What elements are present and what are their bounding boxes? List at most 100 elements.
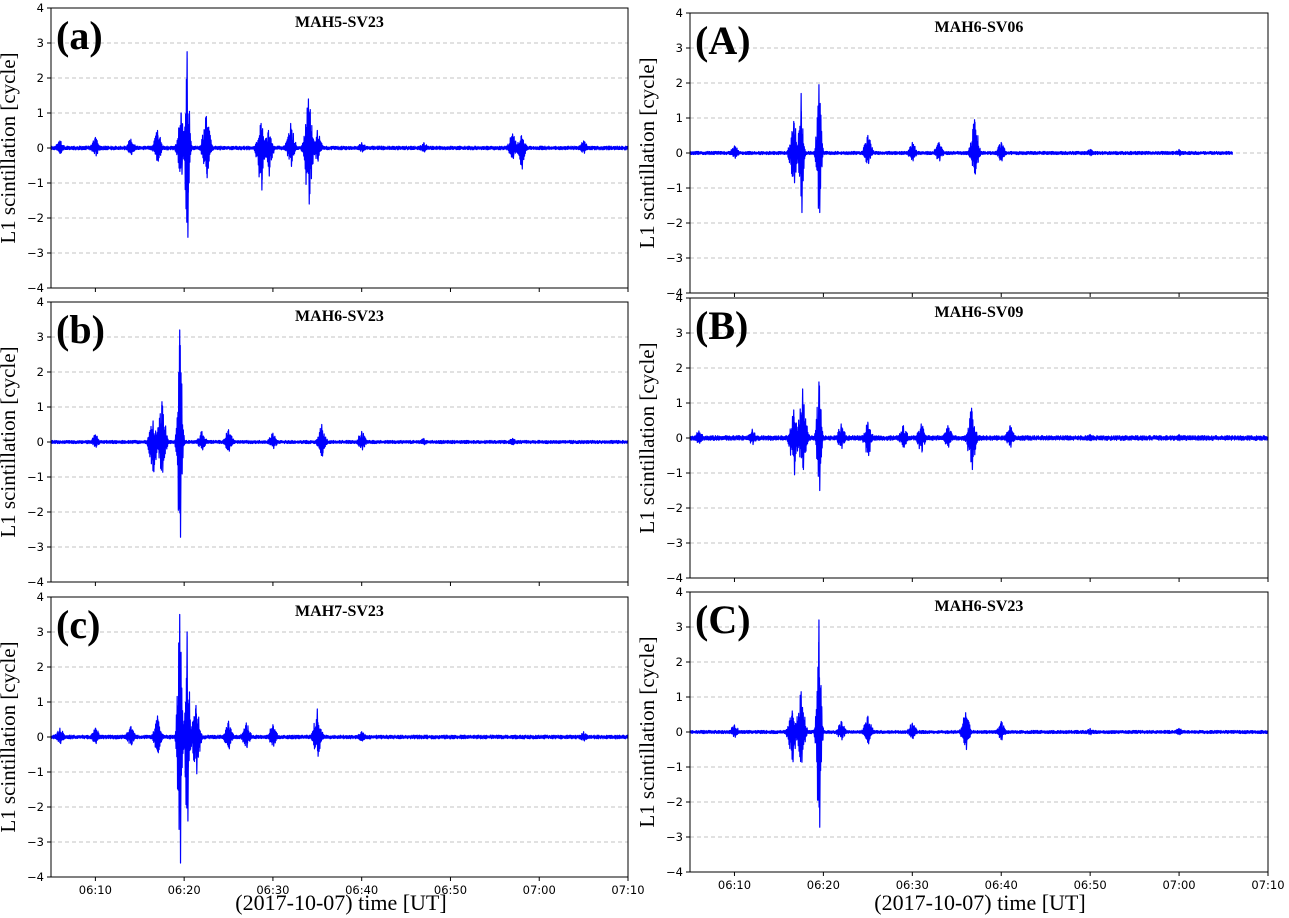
y-tick-label: −3 (27, 540, 44, 554)
y-tick-label: 1 (37, 400, 44, 414)
y-tick-label: 0 (37, 435, 44, 449)
y-tick-label: 0 (676, 431, 683, 445)
y-tick-label: −3 (27, 835, 44, 849)
y-tick-label: 3 (37, 36, 44, 50)
y-tick-label: 3 (37, 625, 44, 639)
y-tick-label: 0 (676, 725, 683, 739)
x-tick-label: 06:40 (985, 878, 1018, 892)
y-tick-label: −2 (27, 211, 44, 225)
plot-frame (50, 7, 629, 289)
panel-title: MAH5-SV23 (295, 14, 384, 31)
y-tick-label: −4 (27, 281, 44, 295)
panel-mah6-sv09-4: 4 3 2 1 0 −1 −2 −3 −4 (B) MAH6-SV09 L1 scintillatio… (635, 291, 1269, 585)
panel-letter: (C) (695, 597, 751, 642)
y-tick-label: −4 (27, 870, 44, 884)
panel-letter: (A) (695, 18, 751, 63)
y-tick-label: 4 (676, 585, 683, 599)
y-tick-label: −3 (666, 536, 683, 550)
y-axis-label: L1 scintillation [cycle] (635, 57, 659, 248)
y-tick-label: 4 (37, 590, 44, 604)
y-tick-label: 2 (676, 76, 683, 90)
x-tick-label: 07:10 (1251, 878, 1284, 892)
y-tick-label: 1 (676, 111, 683, 125)
y-tick-label: −2 (666, 216, 683, 230)
y-tick-label: 1 (676, 396, 683, 410)
plot-frame (50, 301, 629, 583)
plot-frame (689, 12, 1269, 294)
y-tick-label: −4 (666, 865, 683, 879)
x-tick-label: 06:20 (807, 878, 840, 892)
y-tick-label: 1 (37, 106, 44, 120)
series-line (689, 381, 1269, 492)
panel-letter: (b) (56, 307, 105, 352)
y-tick-label: 0 (37, 141, 44, 155)
y-axis-label: L1 scintillation [cycle] (0, 641, 20, 832)
x-tick-label: 06:20 (168, 883, 201, 897)
series-line (50, 51, 629, 238)
y-tick-label: 2 (37, 71, 44, 85)
y-tick-label: −4 (666, 571, 683, 585)
y-tick-label: −2 (27, 800, 44, 814)
y-tick-label: 0 (676, 146, 683, 160)
panel-mah6-sv23-1: 4 3 2 1 0 −1 −2 −3 −4 (b) MAH6-SV23 L1 scintillatio… (0, 295, 629, 589)
y-tick-label: −3 (666, 830, 683, 844)
panel-mah5-sv23-0: 4 3 2 1 0 −1 −2 −3 −4 (a) MAH5-SV23 L1 scintillatio… (0, 1, 629, 295)
panels-group: 4 3 2 1 0 −1 −2 −3 −4 (a) MAH5-SV23 L1 scintillatio… (0, 1, 1285, 897)
panel-letter: (B) (695, 303, 748, 348)
plot-frame (689, 591, 1269, 873)
panel-title: MAH6-SV23 (935, 598, 1024, 615)
x-tick-label: 06:40 (345, 883, 378, 897)
x-tick-label: 06:50 (1074, 878, 1107, 892)
series-line (50, 329, 629, 538)
plot-frame (689, 297, 1269, 579)
panel-letter: (a) (56, 13, 103, 58)
y-tick-label: −4 (27, 575, 44, 589)
y-tick-label: 0 (37, 730, 44, 744)
y-tick-label: 1 (37, 695, 44, 709)
x-tick-label: 06:50 (434, 883, 467, 897)
x-tick-label: 06:10 (79, 883, 112, 897)
y-tick-label: 3 (676, 41, 683, 55)
series-line (689, 84, 1234, 214)
x-axis-label-left: (2017-10-07) time [UT] (235, 890, 446, 915)
x-tick-label: 06:30 (896, 878, 929, 892)
y-axis-label: L1 scintillation [cycle] (0, 52, 20, 243)
y-tick-label: −1 (27, 470, 44, 484)
plot-frame (50, 596, 629, 878)
y-tick-label: 3 (676, 620, 683, 634)
y-tick-label: −1 (666, 760, 683, 774)
y-tick-label: −3 (666, 251, 683, 265)
x-tick-label: 07:00 (1162, 878, 1195, 892)
y-tick-label: −2 (27, 505, 44, 519)
y-tick-label: −1 (27, 176, 44, 190)
panel-title: MAH7-SV23 (295, 603, 384, 620)
panel-letter: (c) (56, 602, 100, 647)
panel-title: MAH6-SV09 (935, 304, 1024, 321)
panel-mah7-sv23-2: 4 3 2 1 0 −1 −2 −3 −4 06:10 06:20 06:30 06:40 06:50 07… (0, 590, 645, 897)
x-tick-label: 06:10 (718, 878, 751, 892)
panel-mah6-sv06-3: 4 3 2 1 0 −1 −2 −3 −4 (A) MAH6-SV06 L1 scintillatio… (635, 6, 1269, 300)
x-tick-label: 07:10 (611, 883, 644, 897)
panel-title: MAH6-SV23 (295, 308, 384, 325)
y-tick-label: 2 (676, 361, 683, 375)
y-tick-label: 4 (37, 1, 44, 15)
y-tick-label: 2 (676, 655, 683, 669)
y-tick-label: −3 (27, 246, 44, 260)
y-tick-label: 4 (676, 6, 683, 20)
series-line (50, 613, 629, 864)
y-tick-label: −1 (27, 765, 44, 779)
series-line (689, 619, 1269, 828)
y-tick-label: 4 (676, 291, 683, 305)
y-axis-label: L1 scintillation [cycle] (635, 342, 659, 533)
x-axis-label-right: (2017-10-07) time [UT] (874, 890, 1085, 915)
y-tick-label: 1 (676, 690, 683, 704)
y-axis-label: L1 scintillation [cycle] (635, 636, 659, 827)
y-tick-label: 4 (37, 295, 44, 309)
y-tick-label: −1 (666, 466, 683, 480)
y-tick-label: −2 (666, 501, 683, 515)
y-tick-label: −1 (666, 181, 683, 195)
y-tick-label: 3 (37, 330, 44, 344)
panel-title: MAH6-SV06 (935, 19, 1024, 36)
y-axis-label: L1 scintillation [cycle] (0, 346, 20, 537)
